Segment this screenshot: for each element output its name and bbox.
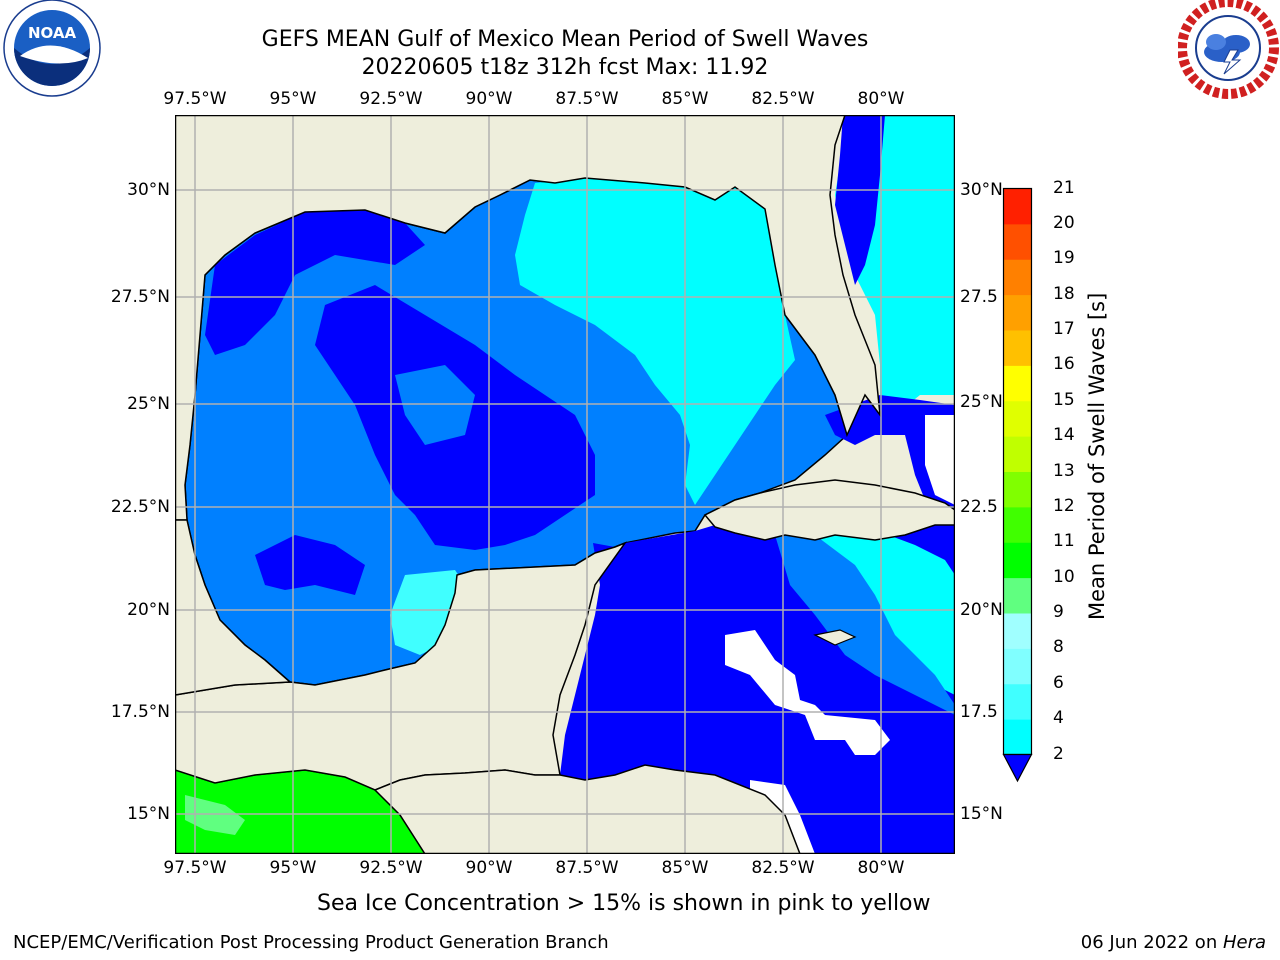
missing-data-area-3 [925,415,955,505]
colorbar-segment [1003,400,1032,437]
lat-tick-left: 17.5°N [110,702,170,722]
colorbar-segment [1003,259,1032,296]
colorbar-tick-label: 15 [1053,389,1075,410]
lon-tick-top: 95°W [269,89,317,109]
lon-tick-bottom: 87.5°W [555,858,619,878]
colorbar-segment [1003,436,1032,472]
colorbar-segment [1003,648,1032,685]
lat-tick-left: 20°N [127,600,170,620]
colorbar-segment [1003,365,1032,402]
colorbar-tick-label: 12 [1053,495,1075,516]
lon-tick-top: 80°W [857,89,905,109]
colorbar-tick-label: 16 [1053,354,1075,375]
cuba-land [703,479,955,541]
lat-tick-right: 25°N [960,392,1003,412]
colorbar-extend-arrow [1002,753,1033,783]
map-subtitle: 20220605 t18z 312h fcst Max: 11.92 [361,55,769,80]
colorbar-tick-label: 19 [1053,248,1075,269]
lon-tick-bottom: 85°W [661,858,709,878]
colorbar-segment [1003,577,1032,614]
jamaica-land [813,629,857,646]
colorbar-segment [1003,223,1032,260]
cyan-region-east-gulf [515,178,795,505]
lon-tick-top: 90°W [465,89,513,109]
colorbar-segment [1003,471,1032,508]
colorbar-blocks [1003,188,1032,755]
footer-date-text: 06 Jun 2022 on [1080,932,1223,953]
pacific-light-green-patch [185,795,245,835]
lon-tick-bottom: 90°W [465,858,513,878]
colorbar [1002,187,1033,783]
mexico-west-land [175,519,292,696]
atlantic-dark-blue-strip [835,115,885,285]
lat-tick-right: 20°N [960,600,1003,620]
colorbar-tick-label: 11 [1053,531,1075,552]
colorbar-tick-label: 14 [1053,425,1075,446]
colorbar-segment [1003,542,1032,579]
lat-tick-right: 30°N [960,180,1003,200]
colorbar-title: Mean Period of Swell Waves [s] [1085,292,1109,620]
footer-machine: Hera [1222,932,1266,953]
colorbar-tick-label: 13 [1053,460,1075,481]
lon-tick-top: 97.5°W [163,89,227,109]
noaa-logo-text: NOAA [28,24,77,42]
colorbar-segment [1003,294,1032,331]
lat-tick-left: 27.5°N [110,287,170,307]
dark-blue-region-west [205,210,425,355]
lat-tick-left: 25°N [127,394,170,414]
lon-tick-top: 85°W [661,89,709,109]
lat-tick-right: 22.5 [960,497,998,517]
lon-tick-bottom: 80°W [857,858,905,878]
lat-tick-right: 27.5 [960,287,998,307]
footer-date: 06 Jun 2022 on Hera [1081,932,1266,953]
lon-tick-top: 92.5°W [359,89,423,109]
lon-tick-top: 82.5°W [751,89,815,109]
lon-tick-top: 87.5°W [555,89,619,109]
colorbar-tick-label: 21 [1053,177,1075,198]
colorbar-segment [1003,613,1032,649]
colorbar-tick-label: 9 [1053,602,1064,622]
lon-tick-bottom: 97.5°W [163,858,227,878]
colorbar-tick-label: 6 [1053,672,1064,693]
colorbar-tick-label: 20 [1053,212,1075,233]
colorbar-tick-label: 10 [1053,566,1075,587]
noaa-logo: NOAA [3,0,101,97]
colorbar-segment [1003,683,1032,720]
colorbar-tick-label: 4 [1053,708,1064,729]
lon-tick-bottom: 95°W [269,858,317,878]
lon-tick-bottom: 82.5°W [751,858,815,878]
lat-tick-right: 15°N [960,804,1003,824]
colorbar-tick-label: 17 [1053,319,1075,339]
sea-ice-caption: Sea Ice Concentration > 15% is shown in … [317,891,931,916]
lat-tick-left: 22.5°N [110,497,170,517]
map-frame [175,115,955,854]
missing-data-area-1 [725,630,890,755]
map-gridlines [175,115,955,854]
colorbar-tick-label: 8 [1053,637,1064,658]
medium-blue-region-caribbean [775,535,955,715]
dark-blue-region-south [255,535,365,595]
colorbar-segment [1003,330,1032,366]
colorbar-tick-label: 18 [1053,283,1075,304]
lat-tick-right: 17.5 [960,702,998,722]
lat-tick-left: 30°N [127,180,170,200]
bahamas-blue-area [825,395,955,505]
colorbar-tick-label: 2 [1053,743,1064,764]
colorbar-segment [1003,719,1032,755]
map-title: GEFS MEAN Gulf of Mexico Mean Period of … [261,27,869,52]
colorbar-segment [1003,506,1032,543]
footer-branch: NCEP/EMC/Verification Post Processing Pr… [13,932,609,953]
lon-tick-bottom: 92.5°W [359,858,423,878]
nws-logo [1178,0,1279,99]
medium-blue-inset [395,365,475,445]
us-gulf-coast-land [175,115,955,521]
colorbar-segment [1003,188,1032,225]
lat-tick-left: 15°N [127,804,170,824]
gulf-of-mexico-map [175,115,955,854]
